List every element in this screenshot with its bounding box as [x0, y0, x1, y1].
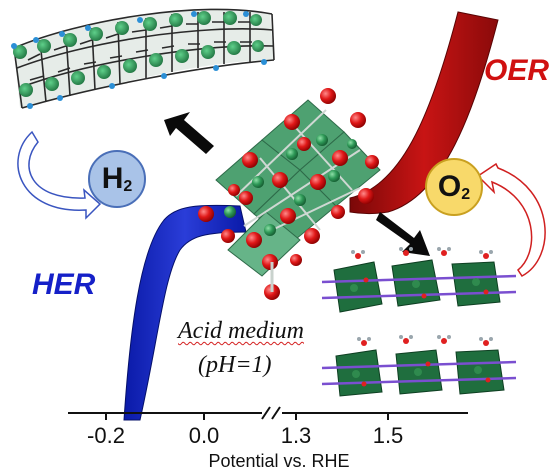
- arrow-to-nanotube-icon: [164, 112, 214, 154]
- h2-cycle-arrow-icon: [17, 130, 102, 220]
- x-axis: [68, 406, 468, 420]
- oxide-crystal-cluster: [198, 88, 381, 300]
- oer-curve: [349, 11, 499, 214]
- her-curve: [123, 204, 247, 421]
- h2-subscript: 2: [123, 178, 133, 195]
- water-molecules: [351, 247, 493, 346]
- x-tick-label: 1.5: [372, 423, 404, 448]
- carbon-nanotube-illustration: [11, 8, 275, 109]
- acid-medium-label: Acid medium: [178, 318, 304, 344]
- x-tick-label: 0.0: [188, 423, 220, 448]
- metal-oxide-layers: [321, 259, 517, 397]
- o2-symbol: O: [437, 170, 462, 203]
- ph-label: (pH=1): [198, 352, 272, 378]
- her-label: HER: [32, 268, 96, 301]
- h2-symbol: H: [101, 162, 124, 195]
- o2-subscript: 2: [461, 186, 471, 203]
- o2-cycle-arrow-icon: [476, 162, 546, 277]
- arrow-to-water-icon: [376, 212, 430, 256]
- x-axis-label: Potential vs. RHE: [208, 451, 350, 471]
- x-tick-label: -0.2: [87, 423, 125, 448]
- x-tick-label: 1.3: [280, 423, 312, 448]
- oer-label: OER: [484, 54, 550, 87]
